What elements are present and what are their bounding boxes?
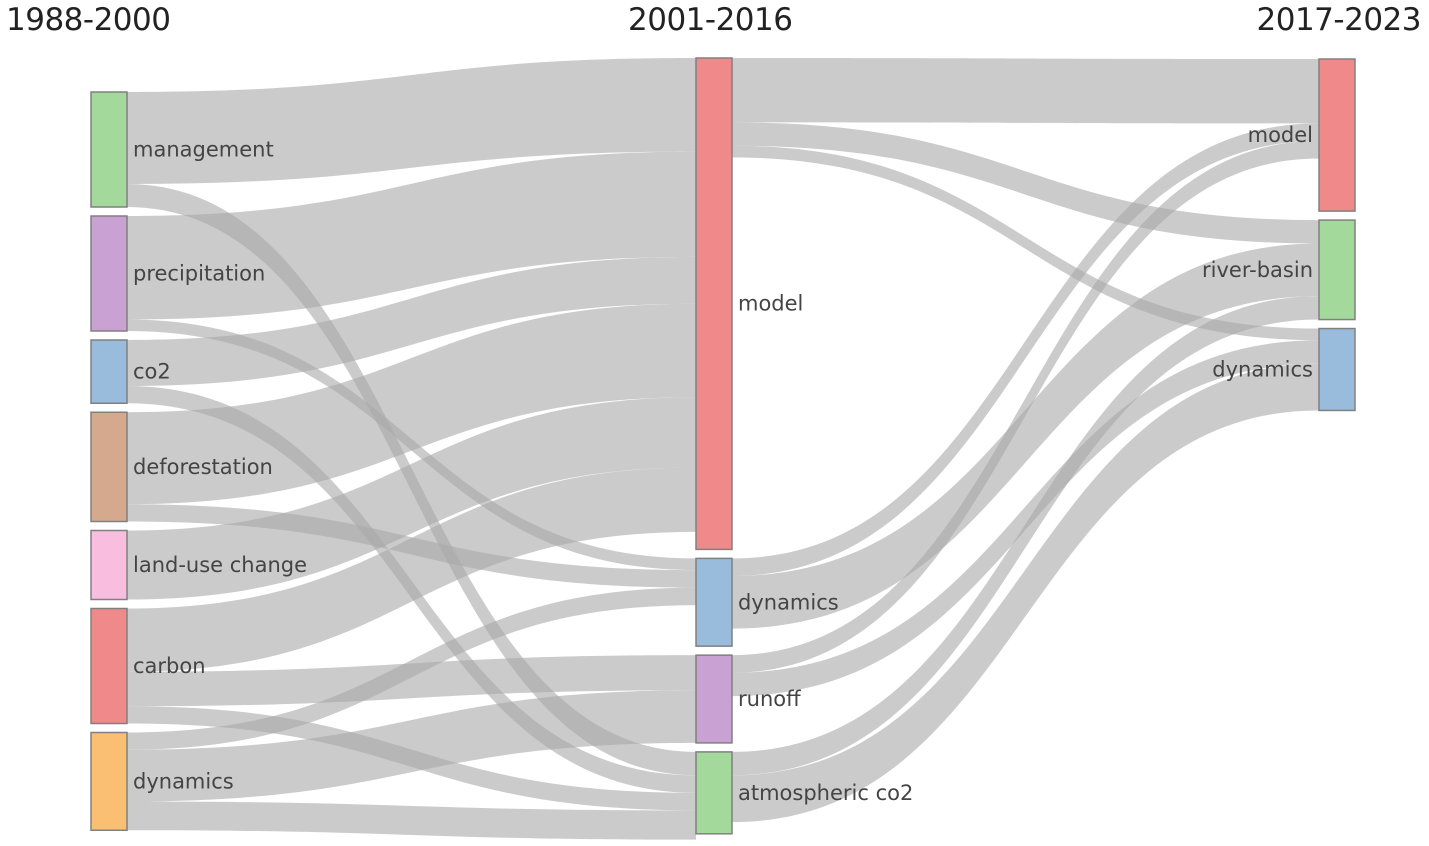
node-carbon [90, 607, 128, 725]
node-label-atmco2: atmospheric co2 [738, 781, 913, 805]
node-label-river: river-basin [1202, 258, 1313, 282]
node-runoff [695, 654, 733, 744]
node-dyn2 [1318, 327, 1356, 412]
nodes-layer [90, 57, 1356, 835]
node-label-dyn1: dynamics [738, 590, 839, 614]
link-model1-to-model2 [732, 58, 1319, 124]
node-label-luc: land-use change [133, 553, 307, 577]
link-prec-to-model1 [127, 151, 696, 320]
node-model2 [1318, 58, 1356, 212]
node-label-carbon: carbon [133, 654, 206, 678]
link-dyn1-to-river [732, 243, 1319, 629]
node-label-co2: co2 [133, 360, 171, 384]
link-defor-to-model1 [127, 303, 696, 505]
node-co2 [90, 339, 128, 404]
node-river [1318, 219, 1356, 321]
link-luc-to-model1 [127, 397, 696, 600]
node-luc [90, 529, 128, 601]
period-title-2017-2023: 2017-2023 [1256, 2, 1422, 38]
link-runoff-to-model2 [732, 140, 1319, 673]
link-atmco2-to-dyn2 [732, 363, 1319, 823]
link-dyn0-to-atmco2 [127, 801, 696, 840]
node-atmco2 [695, 751, 733, 835]
link-runoff-to-dyn2 [732, 340, 1319, 697]
node-model1 [695, 57, 733, 551]
node-label-mgmt: management [133, 138, 274, 162]
link-carbon-to-runoff [127, 655, 696, 707]
link-model1-to-dyn2 [732, 145, 1319, 341]
node-label-dyn0: dynamics [133, 769, 234, 793]
link-mgmt-to-model1 [127, 58, 696, 184]
node-prec [90, 215, 128, 332]
node-label-prec: precipitation [133, 262, 265, 286]
link-model1-to-river [732, 122, 1319, 244]
node-label-defor: deforestation [133, 455, 273, 479]
node-dyn0 [90, 731, 128, 831]
link-carbon-to-model1 [127, 467, 696, 672]
node-label-dyn2: dynamics [1212, 358, 1313, 382]
labels-layer: management precipitation co2 deforestation l… [133, 123, 1313, 805]
node-label-model2: model [1248, 123, 1313, 147]
link-dyn0-to-runoff [127, 690, 696, 802]
period-title-1988-2000: 1988-2000 [6, 2, 171, 38]
node-label-runoff: runoff [738, 687, 801, 711]
period-title-2001-2016: 2001-2016 [628, 2, 793, 38]
links-layer [127, 58, 1319, 840]
link-dyn0-to-dyn1 [127, 587, 696, 750]
link-atmco2-to-river [732, 296, 1319, 776]
link-co2-to-model1 [127, 256, 696, 386]
node-dyn1 [695, 557, 733, 647]
node-defor [90, 411, 128, 523]
link-dyn1-to-model2 [732, 123, 1319, 576]
node-label-model1: model [738, 292, 803, 316]
node-mgmt [90, 91, 128, 208]
